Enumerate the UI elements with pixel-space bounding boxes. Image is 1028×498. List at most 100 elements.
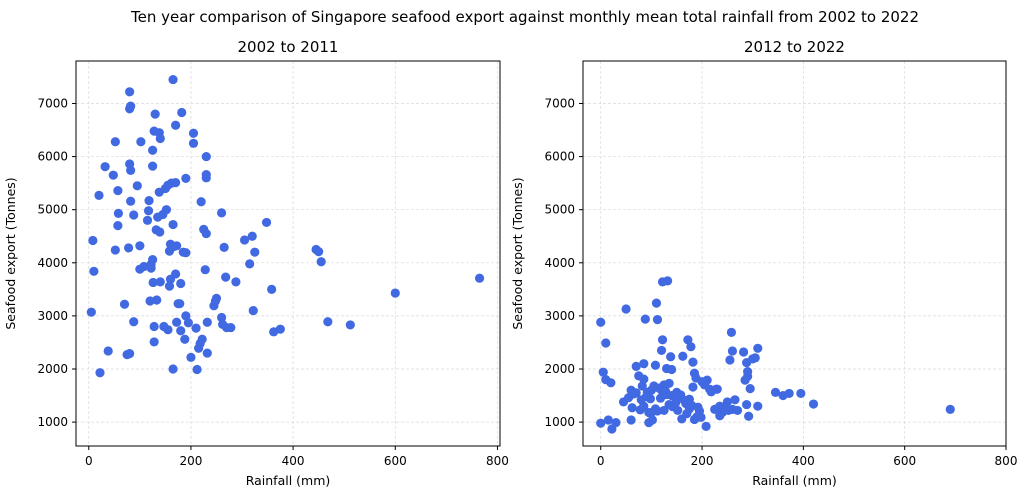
chart-1-data-point: [726, 327, 737, 337]
chart-1-y-tick-label: 1000: [544, 415, 575, 429]
subplot-2012-2022: 0 200 400 600 800 1000 2000 3000 4000 5000 6000 700…: [510, 38, 1017, 488]
chart-0-data-point: [202, 317, 212, 327]
chart-0-data-point: [176, 278, 186, 289]
chart-0-data-point: [86, 307, 96, 317]
chart-1-data-point: [742, 399, 752, 410]
chart-1-data-point: [611, 418, 621, 428]
chart-1-data-point: [808, 399, 819, 409]
chart-1-x-axis-label: Rainfall (mm): [752, 473, 837, 488]
chart-0-data-point: [202, 348, 212, 358]
chart-0-data-point: [103, 346, 113, 356]
chart-0-data-point: [108, 170, 118, 180]
chart-0-data-point: [250, 247, 260, 257]
chart-0-data-point: [135, 241, 145, 251]
chart-1-data-point: [650, 360, 661, 370]
chart-0-data-point: [323, 317, 333, 327]
chart-0-data-point: [197, 334, 207, 344]
chart-0-data-point: [219, 242, 229, 252]
chart-1-data-point: [738, 347, 749, 357]
chart-0-data-point: [168, 219, 178, 230]
chart-1-data-point: [667, 364, 677, 375]
chart-0-data-point: [125, 87, 135, 97]
chart-0-data-point: [168, 364, 178, 374]
chart-1-data-point: [598, 367, 608, 377]
chart-0-y-tick-label: 1000: [37, 415, 68, 429]
chart-0-data-point: [200, 265, 210, 275]
chart-0-y-tick-label: 3000: [37, 309, 68, 323]
chart-0-data-point: [95, 368, 105, 378]
chart-1-data-point: [732, 405, 743, 416]
chart-0-data-point: [150, 109, 160, 119]
chart-0-data-point: [125, 349, 135, 359]
chart-0-data-point: [177, 107, 187, 118]
chart-0-data-point: [155, 277, 165, 287]
chart-1-data-point: [621, 304, 631, 314]
chart-0-data-point: [188, 138, 199, 148]
chart-1-data-point: [686, 342, 696, 352]
chart-1-data-point: [945, 404, 955, 414]
chart-1-y-tick-label: 2000: [544, 362, 575, 376]
chart-1-data-point: [753, 343, 763, 353]
subplot-2002-2011: 0 200 400 600 800 1000 2000 3000 4000 5000 6000 700…: [3, 38, 509, 488]
chart-0-data-point: [181, 173, 191, 183]
chart-0-data-point: [267, 284, 277, 294]
chart-0-data-point: [164, 281, 175, 291]
chart-0-data-point: [124, 243, 134, 253]
chart-0-data-point: [245, 259, 255, 269]
chart-0-x-tick-label: 400: [282, 454, 305, 468]
chart-0-data-point: [168, 74, 178, 85]
chart-0-y-tick-label: 4000: [37, 256, 68, 270]
chart-1-data-point: [652, 406, 663, 416]
chart-1-data-point: [664, 378, 674, 388]
chart-1-data-point: [639, 374, 649, 384]
chart-0-data-point: [172, 317, 182, 327]
chart-1-x-tick-label: 800: [995, 454, 1018, 468]
chart-0-data-point: [144, 196, 154, 206]
chart-0-data-point: [100, 162, 110, 172]
chart-1-data-point: [631, 388, 641, 398]
chart-1-data-point: [631, 361, 641, 371]
chart-1-data-point: [639, 359, 649, 369]
chart-1-data-point: [647, 415, 658, 425]
chart-1-y-tick-label: 7000: [544, 96, 575, 110]
chart-0-data-point: [143, 206, 154, 216]
chart-1-data-point: [696, 412, 706, 422]
chart-1-data-point: [744, 411, 754, 421]
chart-1-data-point: [606, 378, 616, 388]
chart-1-data-point: [784, 388, 794, 399]
chart-0-data-point: [183, 318, 193, 328]
chart-0-data-point: [152, 295, 162, 305]
chart-1-data-point: [601, 338, 611, 348]
chart-0-data-point: [148, 277, 158, 288]
chart-1-data-point: [673, 405, 683, 416]
chart-0-x-tick-label: 800: [486, 454, 509, 468]
chart-0-data-point: [149, 321, 159, 332]
chart-0-x-tick-label: 200: [179, 454, 202, 468]
chart-0-data-point: [316, 257, 326, 267]
chart-0-data-point: [148, 145, 158, 155]
chart-0-data-point: [126, 165, 136, 175]
chart-0-data-point: [119, 299, 130, 309]
chart-1-data-point: [712, 384, 722, 394]
chart-0-data-point: [155, 133, 165, 144]
chart-0-data-point: [221, 272, 231, 282]
chart-1-data-point: [725, 355, 735, 365]
chart-0-data-point: [188, 128, 199, 138]
chart-0-data-point: [161, 205, 172, 215]
chart-0-data-point: [186, 352, 196, 362]
chart-0-data-point: [110, 245, 120, 255]
chart-1-data-point: [730, 395, 740, 405]
chart-0-data-point: [129, 210, 139, 220]
chart-1-data-point: [639, 401, 649, 411]
chart-0-data-point: [390, 288, 400, 298]
chart-0-y-tick-label: 2000: [37, 362, 68, 376]
chart-0-data-point: [226, 322, 236, 333]
chart-0-data-point: [248, 305, 258, 316]
chart-1-data-point: [688, 382, 698, 392]
figure-suptitle: Ten year comparison of Singapore seafood…: [130, 8, 919, 26]
chart-0-data-point: [132, 181, 142, 191]
chart-0-data-point: [136, 137, 146, 147]
chart-0-data-point: [94, 190, 104, 200]
chart-1-y-tick-label: 3000: [544, 309, 575, 323]
